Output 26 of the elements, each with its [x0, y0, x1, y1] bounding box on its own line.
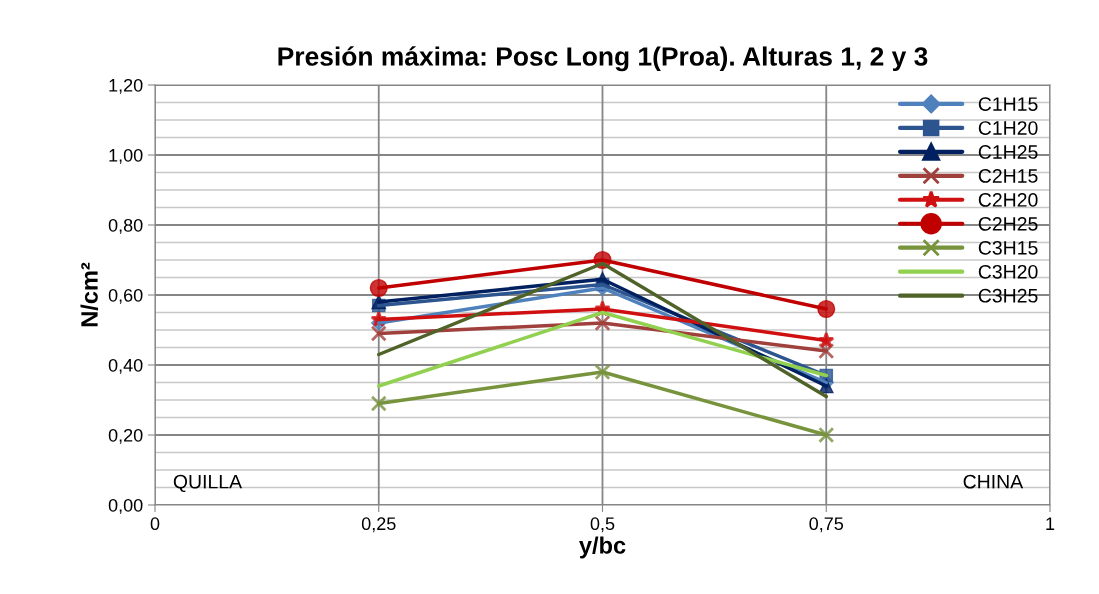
- chart-title: Presión máxima: Posc Long 1(Proa). Alturas 1, 2 y 3: [278, 46, 928, 72]
- x-tick-label: 1: [1046, 517, 1055, 530]
- annotation: QUILLA: [173, 474, 243, 493]
- legend-label: C3H25: [978, 288, 1038, 303]
- y-tick-label: 0,80: [108, 218, 143, 234]
- legend-label: C2H25: [978, 216, 1038, 231]
- y-tick-label: 0,00: [108, 498, 143, 514]
- x-axis-title: y/bc: [579, 536, 626, 559]
- y-tick-label: 0,60: [108, 288, 143, 304]
- legend-label: C3H15: [978, 240, 1038, 255]
- x-tick-label: 0,25: [361, 517, 396, 533]
- legend-label: C1H20: [978, 121, 1038, 135]
- legend-label: C1H15: [978, 97, 1038, 111]
- legend-label: C2H15: [978, 169, 1038, 183]
- y-tick-label: 0,40: [108, 358, 143, 374]
- x-tick-label: 0,5: [590, 517, 615, 533]
- x-tick-label: 0: [150, 517, 160, 531]
- legend-label: C2H20: [978, 193, 1038, 207]
- y-tick-label: 0,20: [108, 428, 143, 444]
- y-tick-label: 1,20: [109, 78, 143, 94]
- y-axis-title: N/cm²: [80, 262, 99, 327]
- legend-label: C1H25: [978, 145, 1038, 159]
- y-tick-label: 1,00: [109, 148, 143, 164]
- annotation: CHINA: [963, 474, 1024, 489]
- legend-label: C3H20: [978, 264, 1038, 279]
- x-tick-label: 0,75: [809, 517, 844, 533]
